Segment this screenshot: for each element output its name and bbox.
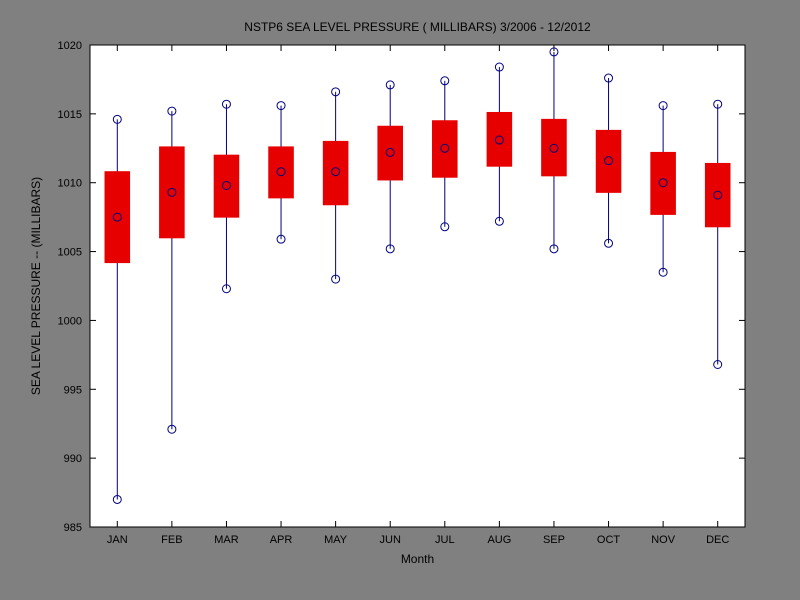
boxplot-chart: 985 990 995 1000 1005 1010 1015 1020 JAN FEB MAR AP…	[0, 0, 800, 600]
svg-text:JUL: JUL	[435, 534, 455, 546]
chart-container: 985 990 995 1000 1005 1010 1015 1020 JAN FEB MAR AP…	[0, 0, 800, 600]
svg-text:DEC: DEC	[706, 534, 729, 546]
svg-text:FEB: FEB	[161, 534, 182, 546]
svg-text:MAR: MAR	[214, 534, 239, 546]
svg-text:MAY: MAY	[324, 534, 348, 546]
svg-text:1005: 1005	[58, 247, 82, 259]
svg-text:NOV: NOV	[651, 534, 676, 546]
y-axis-label: SEA LEVEL PRESSURE -- (MILLIBARS)	[29, 177, 43, 395]
svg-text:APR: APR	[270, 534, 293, 546]
svg-text:995: 995	[64, 384, 82, 396]
svg-text:1020: 1020	[58, 40, 82, 52]
svg-text:1000: 1000	[58, 315, 82, 327]
svg-text:OCT: OCT	[597, 534, 621, 546]
svg-text:JAN: JAN	[107, 534, 128, 546]
svg-text:1015: 1015	[58, 109, 82, 121]
x-axis-label: Month	[401, 552, 434, 566]
svg-text:JUN: JUN	[380, 534, 401, 546]
svg-text:990: 990	[64, 453, 82, 465]
svg-text:1010: 1010	[58, 178, 82, 190]
svg-text:SEP: SEP	[543, 534, 565, 546]
svg-text:985: 985	[64, 522, 82, 534]
chart-title: NSTP6 SEA LEVEL PRESSURE ( MILLIBARS) 3/…	[244, 20, 591, 34]
svg-text:AUG: AUG	[487, 534, 511, 546]
